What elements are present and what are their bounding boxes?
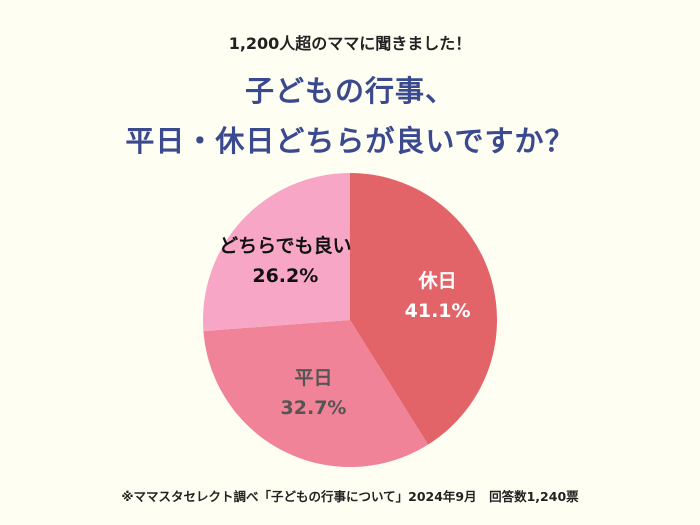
title-line-2: 平日・休日どちらが良いですか？ <box>125 124 575 158</box>
pie-slice-2 <box>203 173 350 332</box>
pie-slice-0 <box>350 173 497 445</box>
subtitle: 1,200人超のママに聞きました！ <box>228 34 472 53</box>
slice-value-label: 41.1% <box>405 300 471 322</box>
title-line-1: 子どもの行事、 <box>244 74 455 108</box>
slice-category-label: 休日 <box>418 270 457 292</box>
slice-value-label: 32.7% <box>281 397 347 419</box>
pie-slice-1 <box>203 320 428 467</box>
slice-value-label: 26.2% <box>252 265 318 287</box>
slice-category-label: 平日 <box>295 367 333 389</box>
footnote: ※ママスタセレクト調べ「子どもの行事について」2024年9月 回答数1,240票 <box>121 489 579 504</box>
slice-category-label: どちらでも良い <box>219 234 351 257</box>
